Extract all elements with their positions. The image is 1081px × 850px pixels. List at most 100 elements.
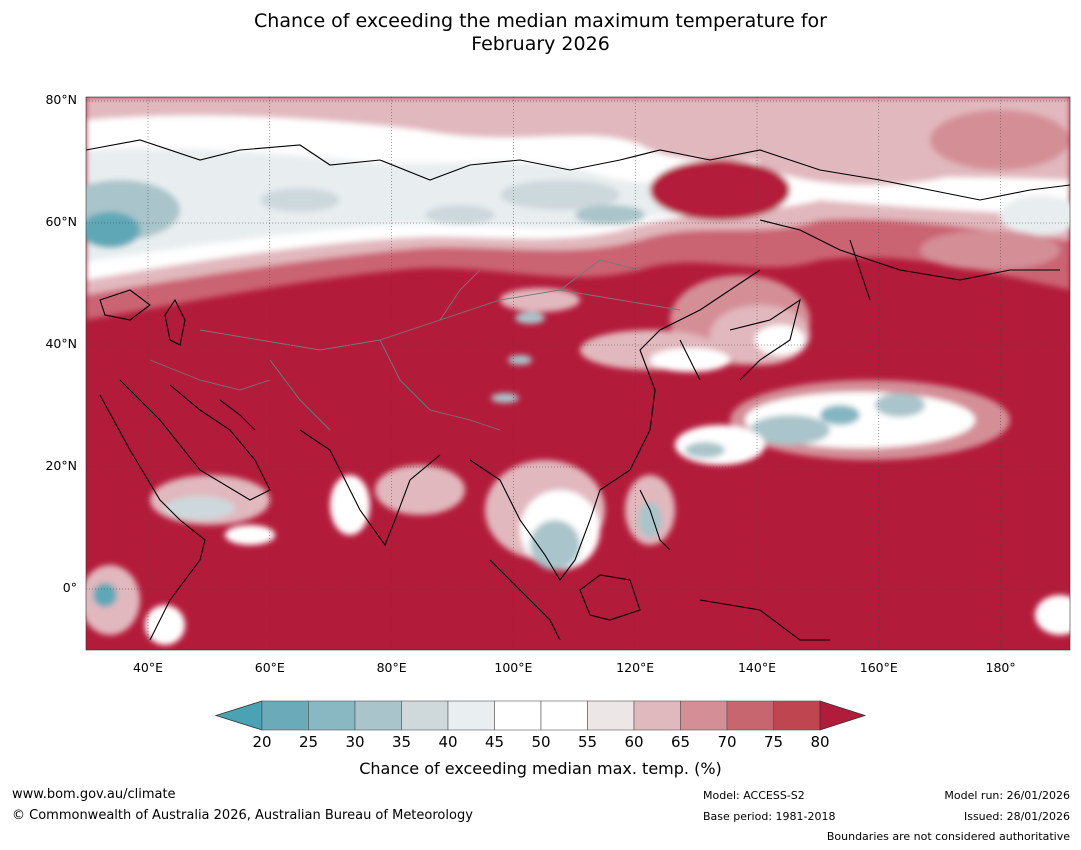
coastline bbox=[489, 559, 561, 641]
colorbar-tick-label: 30 bbox=[345, 733, 365, 751]
colorbar-segment bbox=[401, 700, 449, 731]
longitude-label: 40°E bbox=[132, 660, 164, 675]
website-link[interactable]: www.bom.gov.au/climate bbox=[12, 787, 176, 802]
coastline bbox=[679, 339, 701, 381]
country-border bbox=[559, 259, 641, 291]
latitude-label: 20°N bbox=[45, 458, 77, 473]
colorbar-tick-label: 70 bbox=[717, 733, 737, 751]
base-period-text: Base period: 1981-2018 bbox=[703, 810, 836, 823]
colorbar-segment bbox=[633, 700, 681, 731]
colorbar-segment bbox=[354, 700, 402, 731]
colorbar-segment bbox=[540, 700, 588, 731]
country-border bbox=[199, 379, 271, 391]
probability-region bbox=[500, 180, 620, 210]
latitude-label: 40°N bbox=[45, 336, 77, 351]
copyright-text: © Commonwealth of Australia 2026, Austra… bbox=[12, 808, 473, 823]
longitude-label: 100°E bbox=[494, 660, 533, 675]
probability-region bbox=[145, 605, 185, 645]
country-borders bbox=[149, 259, 681, 431]
probability-region bbox=[86, 148, 780, 262]
colorbar-over-arrow bbox=[819, 700, 867, 731]
probability-region bbox=[755, 325, 805, 355]
probability-region bbox=[875, 393, 925, 417]
coastline bbox=[99, 394, 206, 641]
coastline bbox=[86, 139, 1070, 201]
coastline bbox=[579, 574, 641, 621]
country-border bbox=[379, 339, 501, 431]
latitude-label: 60°N bbox=[45, 214, 77, 229]
colorbar-tick-label: 55 bbox=[577, 733, 598, 751]
colorbar-tick-label: 45 bbox=[484, 733, 505, 751]
probability-region bbox=[575, 205, 645, 225]
probability-region bbox=[260, 188, 340, 212]
colorbar-segment bbox=[447, 700, 495, 731]
probability-region bbox=[820, 405, 860, 425]
probability-region bbox=[93, 583, 117, 607]
colorbar-tick-label: 65 bbox=[670, 733, 691, 751]
probability-region bbox=[650, 160, 790, 220]
country-border bbox=[439, 269, 481, 321]
probability-region bbox=[750, 415, 830, 445]
probability-region bbox=[750, 115, 990, 185]
probability-region bbox=[638, 502, 662, 538]
coastline bbox=[699, 599, 830, 641]
colorbar bbox=[214, 700, 867, 731]
probability-region bbox=[375, 465, 465, 515]
probability-region bbox=[491, 393, 519, 403]
probability-region bbox=[930, 110, 1070, 170]
probability-region bbox=[1035, 595, 1070, 635]
colorbar-under-arrow bbox=[214, 700, 263, 731]
coastline bbox=[729, 298, 801, 381]
coastline bbox=[849, 239, 871, 301]
colorbar-tick-label: 80 bbox=[810, 733, 830, 751]
longitude-label: 140°E bbox=[737, 660, 776, 675]
probability-region bbox=[500, 288, 580, 312]
probability-region bbox=[330, 475, 370, 535]
longitude-label: 80°E bbox=[376, 660, 407, 675]
model-run-text: Model run: 26/01/2026 bbox=[944, 789, 1070, 802]
coastline bbox=[299, 429, 441, 547]
colorbar-tick-label: 75 bbox=[763, 733, 784, 751]
map-title: Chance of exceeding the median maximum t… bbox=[0, 10, 1081, 56]
colorbar-tick-label: 35 bbox=[391, 733, 412, 751]
map-frame bbox=[85, 96, 1071, 651]
colorbar-tick-label: 40 bbox=[438, 733, 458, 751]
coastline bbox=[99, 289, 151, 321]
probability-region bbox=[508, 355, 532, 365]
country-border bbox=[269, 359, 331, 431]
probability-region bbox=[515, 312, 545, 324]
colorbar-tick-label: 50 bbox=[531, 733, 551, 751]
probability-region bbox=[86, 212, 140, 248]
colorbar-segment bbox=[773, 700, 821, 731]
probability-field bbox=[86, 97, 1070, 650]
longitude-label: 160°E bbox=[859, 660, 898, 675]
coastline bbox=[164, 298, 186, 346]
coastline bbox=[639, 489, 671, 551]
probability-region bbox=[1000, 195, 1070, 235]
longitude-label: 180° bbox=[985, 660, 1016, 675]
longitude-label: 120°E bbox=[616, 660, 655, 675]
coastline bbox=[759, 219, 1060, 281]
model-text: Model: ACCESS-S2 bbox=[703, 789, 805, 802]
colorbar-segment bbox=[726, 700, 774, 731]
title-line-1: Chance of exceeding the median maximum t… bbox=[254, 10, 827, 32]
graticule bbox=[86, 97, 1070, 650]
probability-region bbox=[685, 442, 725, 458]
probability-region bbox=[425, 205, 495, 225]
colorbar-segment bbox=[308, 700, 356, 731]
probability-region bbox=[225, 525, 275, 545]
latitude-label: 0° bbox=[62, 580, 77, 595]
colorbar-segment bbox=[494, 700, 542, 731]
coastline bbox=[629, 269, 761, 471]
colorbar-segment bbox=[587, 700, 635, 731]
probability-region bbox=[165, 496, 235, 520]
probability-region bbox=[530, 520, 580, 570]
colorbar-tick-label: 60 bbox=[624, 733, 644, 751]
probability-region bbox=[920, 230, 1060, 270]
colorbar-segment bbox=[261, 700, 309, 731]
longitude-label: 60°E bbox=[254, 660, 285, 675]
coastline bbox=[219, 399, 256, 431]
coastline bbox=[469, 459, 631, 581]
colorbar-segment bbox=[680, 700, 728, 731]
issued-text: Issued: 28/01/2026 bbox=[963, 810, 1070, 823]
